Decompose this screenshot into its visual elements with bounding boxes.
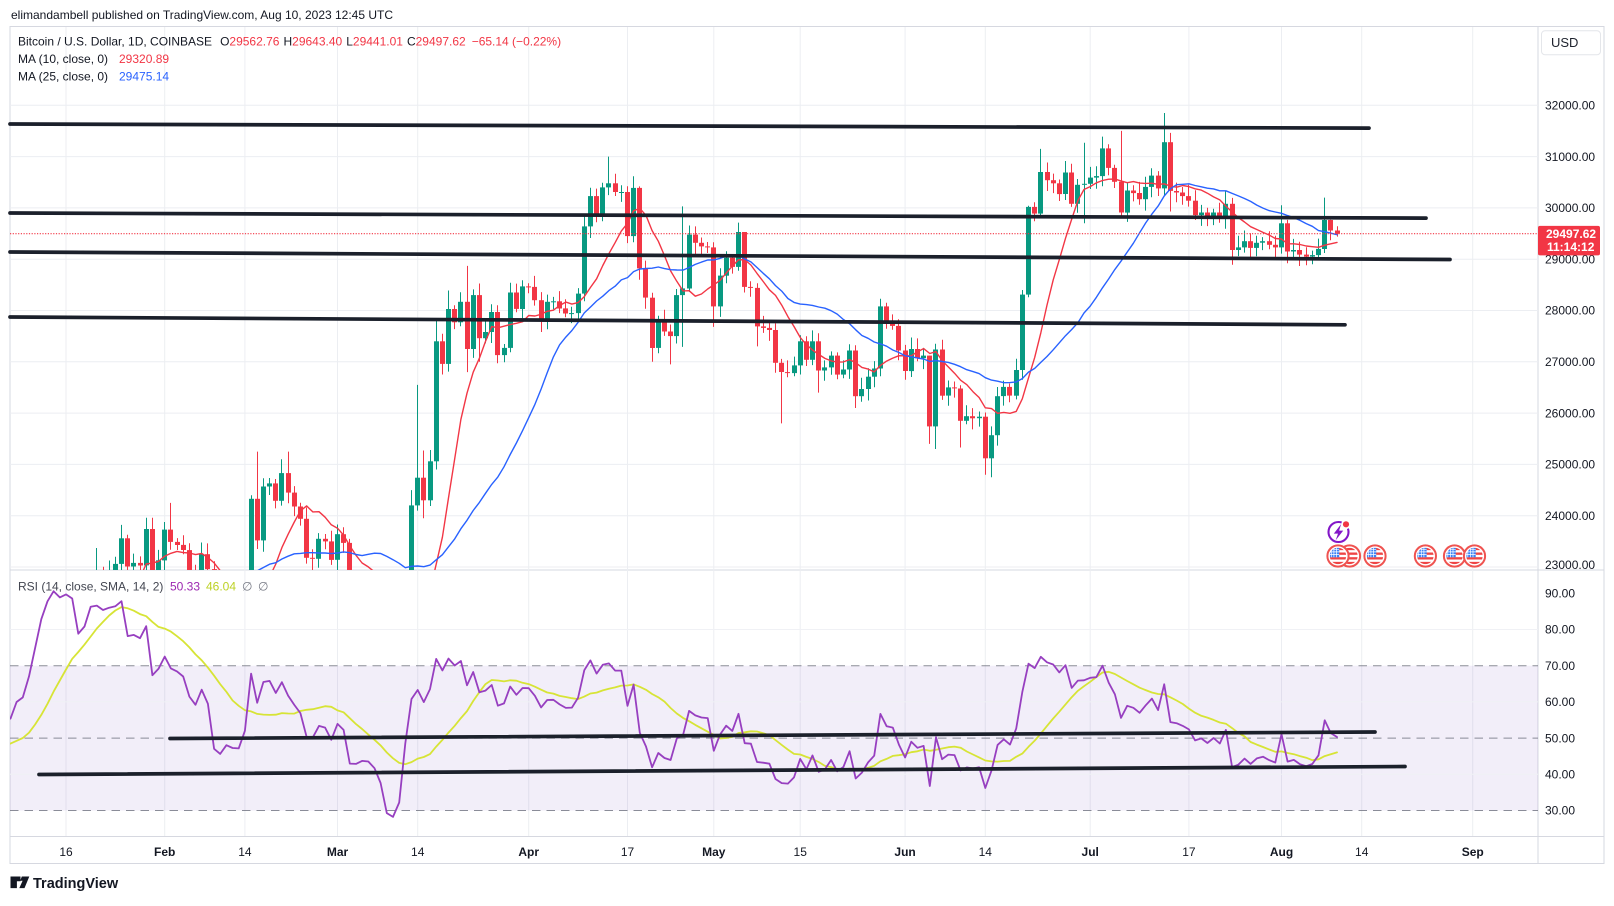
svg-text:Apr: Apr [518, 845, 539, 859]
svg-text:24000.00: 24000.00 [1545, 509, 1595, 523]
svg-text:MA (10, close, 0): MA (10, close, 0) [18, 52, 108, 66]
svg-text:26000.00: 26000.00 [1545, 406, 1595, 420]
svg-text:50.00: 50.00 [1545, 731, 1575, 745]
svg-text:14: 14 [979, 845, 993, 859]
svg-text:∅: ∅ [242, 580, 252, 594]
svg-text:∅: ∅ [258, 580, 268, 594]
svg-text:Jun: Jun [894, 845, 915, 859]
svg-text:14: 14 [411, 845, 425, 859]
svg-text:17: 17 [621, 845, 635, 859]
svg-text:27000.00: 27000.00 [1545, 355, 1595, 369]
svg-text:40.00: 40.00 [1545, 768, 1575, 782]
svg-text:14: 14 [238, 845, 252, 859]
svg-text:May: May [702, 845, 726, 859]
svg-text:17: 17 [1182, 845, 1196, 859]
svg-text:90.00: 90.00 [1545, 587, 1575, 601]
svg-text:TradingView: TradingView [33, 876, 119, 892]
svg-text:30000.00: 30000.00 [1545, 201, 1595, 215]
svg-text:11:14:12: 11:14:12 [1547, 240, 1595, 254]
svg-text:Sep: Sep [1462, 845, 1484, 859]
svg-text:29320.89: 29320.89 [119, 52, 169, 66]
svg-text:Feb: Feb [154, 845, 175, 859]
svg-text:RSI (14, close, SMA, 14, 2): RSI (14, close, SMA, 14, 2) [18, 580, 163, 594]
svg-text:29475.14: 29475.14 [119, 70, 169, 84]
svg-text:30.00: 30.00 [1545, 804, 1575, 818]
svg-text:50.33: 50.33 [170, 580, 200, 594]
svg-text:46.04: 46.04 [206, 580, 236, 594]
svg-text:60.00: 60.00 [1545, 695, 1575, 709]
svg-text:USD: USD [1551, 35, 1578, 50]
svg-text:70.00: 70.00 [1545, 659, 1575, 673]
svg-text:80.00: 80.00 [1545, 623, 1575, 637]
svg-text:Mar: Mar [327, 845, 349, 859]
svg-text:32000.00: 32000.00 [1545, 99, 1595, 113]
svg-text:25000.00: 25000.00 [1545, 458, 1595, 472]
svg-text:28000.00: 28000.00 [1545, 304, 1595, 318]
svg-text:29497.62: 29497.62 [1546, 227, 1596, 241]
svg-text:elimandambell published on Tra: elimandambell published on TradingView.c… [11, 8, 393, 22]
svg-text:14: 14 [1355, 845, 1369, 859]
svg-text:16: 16 [59, 845, 73, 859]
svg-text:Bitcoin / U.S. Dollar, 1D, COI: Bitcoin / U.S. Dollar, 1D, COINBASE O2956… [18, 35, 561, 49]
svg-text:31000.00: 31000.00 [1545, 150, 1595, 164]
svg-text:Jul: Jul [1082, 845, 1099, 859]
svg-text:Aug: Aug [1270, 845, 1293, 859]
svg-text:MA (25, close, 0): MA (25, close, 0) [18, 70, 108, 84]
svg-text:15: 15 [794, 845, 808, 859]
svg-text:29000.00: 29000.00 [1545, 252, 1595, 266]
svg-text:23000.00: 23000.00 [1545, 558, 1595, 572]
